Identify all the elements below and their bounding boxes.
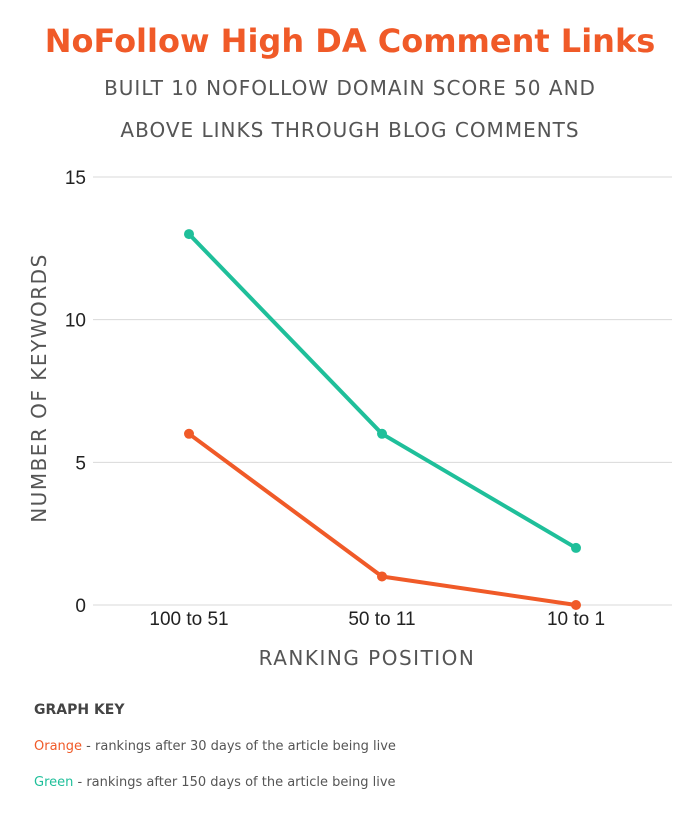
x-tick-label-0: 100 to 51 [149, 609, 228, 630]
data-point-orange-0 [184, 428, 194, 439]
graph-key-text-orange: - rankings after 30 days of the article … [82, 739, 396, 754]
x-tick-label-1: 50 to 11 [348, 609, 415, 630]
graph-key-item-green: Green - rankings after 150 days of the a… [34, 775, 396, 790]
graph-key-text-green: - rankings after 150 days of the article… [73, 775, 396, 790]
graph-key-label-orange: Orange [34, 739, 83, 754]
data-point-green-0 [184, 229, 194, 240]
y-axis-title: NUMBER OF KEYWORDS [27, 253, 51, 523]
graph-key-item-orange: Orange - rankings after 30 days of the a… [34, 739, 396, 754]
graph-key-label-green: Green [34, 775, 74, 790]
x-tick-label-2: 10 to 1 [547, 609, 605, 630]
data-point-orange-1 [377, 571, 387, 582]
data-point-orange-2 [571, 600, 581, 610]
chart-title: NoFollow High DA Comment Links [44, 22, 656, 60]
data-point-green-1 [377, 428, 387, 439]
y-tick-label-0: 0 [75, 596, 86, 617]
chart-subtitle-line-2: ABOVE LINKS THROUGH BLOG COMMENTS [120, 118, 580, 142]
y-tick-label-5: 5 [75, 453, 86, 474]
line-chart: 0 5 10 15 100 to 51 50 to 11 10 to 1 RANKING PO… [27, 168, 672, 670]
series-line-green [187, 232, 578, 550]
graph-key-heading: GRAPH KEY [34, 702, 125, 718]
chart-subtitle-line-1: BUILT 10 NOFOLLOW DOMAIN SCORE 50 AND [104, 76, 596, 100]
x-axis-title: RANKING POSITION [259, 646, 476, 670]
y-tick-label-15: 15 [65, 168, 86, 189]
data-point-green-2 [571, 542, 581, 553]
y-tick-label-10: 10 [65, 311, 86, 332]
